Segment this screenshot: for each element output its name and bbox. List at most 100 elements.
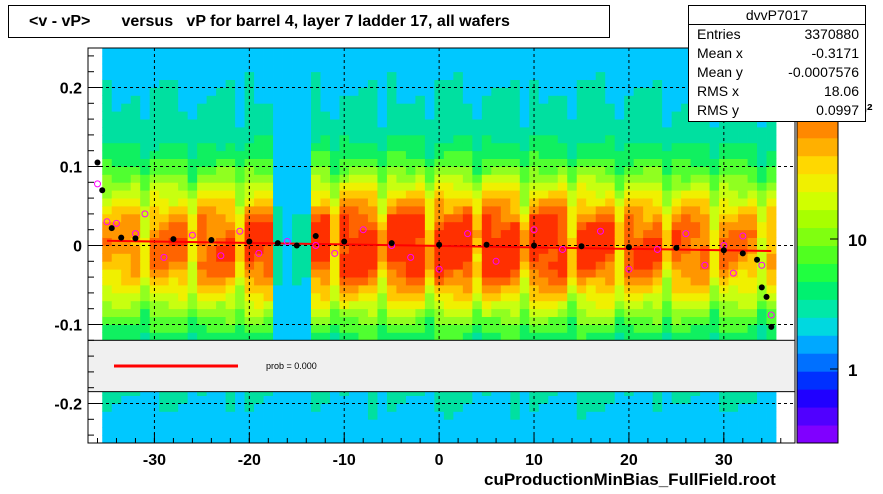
heatmap-cell bbox=[510, 229, 521, 238]
heatmap-cell bbox=[747, 213, 758, 223]
heatmap-cell bbox=[197, 79, 208, 88]
heatmap-cell bbox=[728, 237, 739, 246]
heatmap-cell bbox=[766, 253, 777, 262]
heatmap-cell bbox=[643, 48, 654, 57]
heatmap-cell bbox=[282, 277, 293, 286]
heatmap-cell bbox=[576, 198, 587, 207]
heatmap-cell bbox=[178, 48, 189, 57]
heatmap-cell bbox=[462, 111, 473, 120]
heatmap-cell bbox=[633, 206, 644, 215]
heatmap-cell bbox=[140, 285, 151, 294]
rms-point bbox=[112, 219, 120, 227]
heatmap-cell bbox=[700, 182, 710, 191]
heatmap-cell bbox=[643, 182, 654, 191]
heatmap-cell bbox=[728, 261, 739, 270]
heatmap-cell bbox=[443, 63, 454, 73]
color-scale-bin bbox=[797, 209, 838, 229]
heatmap-cell bbox=[519, 261, 530, 270]
heatmap-cell bbox=[348, 55, 359, 65]
heatmap-cell bbox=[510, 182, 521, 191]
heatmap-cell bbox=[140, 292, 151, 302]
heatmap-cell bbox=[111, 158, 122, 167]
color-scale-bin bbox=[797, 299, 838, 318]
heatmap-cell bbox=[576, 269, 587, 278]
rms-point bbox=[596, 227, 604, 235]
heatmap-cell bbox=[643, 174, 654, 183]
heatmap-cell bbox=[111, 300, 122, 310]
heatmap-cell bbox=[671, 103, 682, 112]
heatmap-cell bbox=[491, 103, 502, 112]
heatmap-cell bbox=[149, 427, 160, 436]
heatmap-cell bbox=[263, 142, 274, 152]
mean-point bbox=[341, 238, 348, 245]
heatmap-cell bbox=[367, 332, 378, 341]
heatmap-cell bbox=[301, 237, 312, 246]
heatmap-cell bbox=[311, 182, 321, 191]
heatmap-cell bbox=[586, 166, 597, 175]
heatmap-cell bbox=[396, 190, 407, 199]
heatmap-cell bbox=[576, 150, 587, 159]
heatmap-cell bbox=[273, 419, 283, 428]
heatmap-cell bbox=[548, 411, 559, 420]
heatmap-cell bbox=[235, 48, 245, 57]
heatmap-cell bbox=[329, 206, 340, 215]
heatmap-cell bbox=[102, 411, 113, 420]
heatmap-cell bbox=[130, 182, 141, 191]
heatmap-cell bbox=[216, 166, 227, 175]
heatmap-cell bbox=[168, 71, 179, 80]
heatmap-cell bbox=[111, 419, 122, 428]
heatmap-cell bbox=[453, 245, 464, 254]
heatmap-cell bbox=[263, 316, 274, 325]
heatmap-cell bbox=[529, 292, 540, 302]
heatmap-cell bbox=[386, 48, 397, 57]
heatmap-cell bbox=[197, 253, 208, 262]
heatmap-cell bbox=[747, 198, 758, 207]
heatmap-cell bbox=[586, 308, 597, 317]
heatmap-cell bbox=[178, 316, 189, 325]
x-tick-label: -10 bbox=[333, 452, 356, 469]
heatmap-cell bbox=[643, 150, 654, 159]
heatmap-cell bbox=[396, 206, 407, 215]
heatmap-cell bbox=[292, 427, 302, 436]
heatmap-cell bbox=[187, 411, 198, 420]
heatmap-cell bbox=[424, 292, 435, 302]
mean-point bbox=[246, 238, 253, 245]
heatmap-cell bbox=[652, 150, 663, 159]
heatmap-cell bbox=[178, 127, 189, 136]
heatmap-cell bbox=[168, 269, 179, 278]
heatmap-cell bbox=[538, 79, 549, 88]
heatmap-cell bbox=[140, 324, 151, 333]
heatmap-cell bbox=[197, 435, 208, 444]
heatmap-cell bbox=[633, 316, 644, 325]
heatmap-cell bbox=[453, 221, 464, 231]
heatmap-cell bbox=[500, 245, 511, 254]
y-tick-label: 0.1 bbox=[60, 160, 82, 177]
heatmap-cell bbox=[311, 277, 321, 286]
heatmap-cell bbox=[605, 316, 616, 325]
heatmap-cell bbox=[548, 182, 559, 191]
heatmap-cell bbox=[178, 111, 189, 120]
heatmap-cell bbox=[329, 48, 340, 57]
heatmap-cell bbox=[159, 150, 170, 159]
heatmap-cell bbox=[415, 277, 426, 286]
heatmap-cell bbox=[329, 285, 340, 294]
heatmap-cell bbox=[633, 253, 644, 262]
heatmap-cell bbox=[519, 213, 530, 223]
heatmap-cell bbox=[424, 277, 435, 286]
mean-point bbox=[388, 240, 395, 247]
heatmap-cell bbox=[197, 316, 208, 325]
heatmap-cell bbox=[424, 190, 435, 199]
heatmap-cell bbox=[377, 308, 388, 317]
heatmap-cell bbox=[178, 277, 189, 286]
heatmap-cell bbox=[149, 419, 160, 428]
heatmap-cell bbox=[652, 119, 663, 128]
rms-point bbox=[435, 265, 443, 273]
heatmap-cell bbox=[728, 285, 739, 294]
heatmap-cell bbox=[766, 316, 777, 325]
heatmap-cell bbox=[216, 308, 227, 317]
heatmap-cell bbox=[757, 150, 767, 159]
heatmap-cell bbox=[557, 427, 568, 436]
heatmap-cell bbox=[500, 316, 511, 325]
heatmap-cell bbox=[728, 134, 739, 144]
heatmap-cell bbox=[472, 403, 483, 412]
